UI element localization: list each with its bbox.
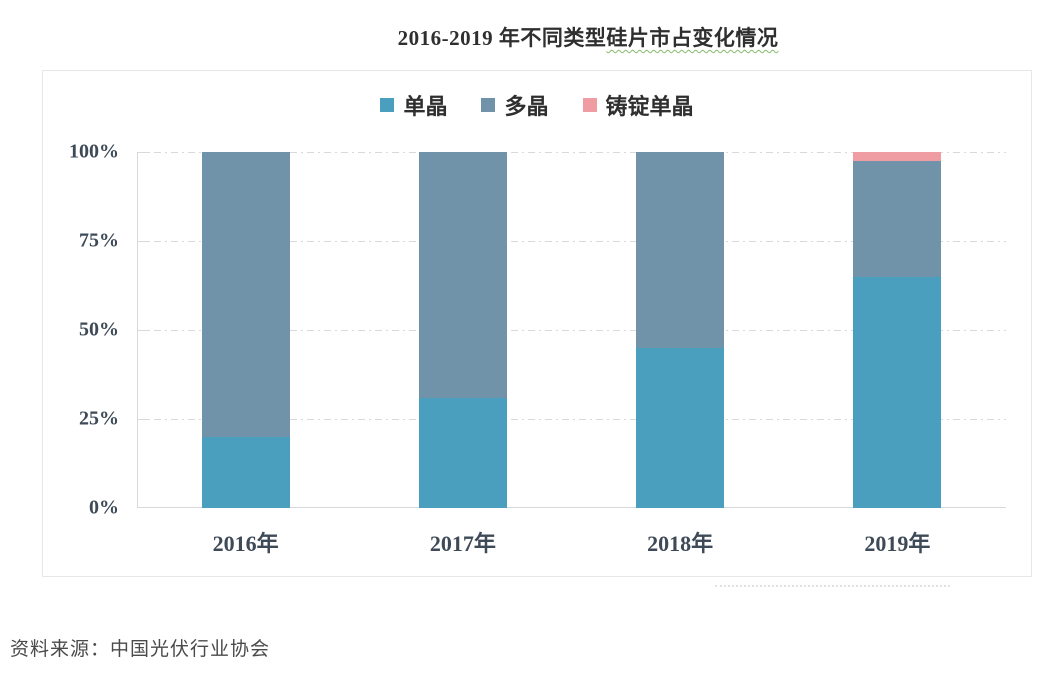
bar <box>636 152 725 508</box>
legend-swatch <box>380 98 395 112</box>
chart-panel: 单晶 多晶 铸锭单晶 0% 25% 50% 75% 100% 2016年 2017年 2018年… <box>42 70 1032 577</box>
plot-area <box>137 152 1006 508</box>
x-tick-label: 2018年 <box>647 531 714 556</box>
x-axis-line <box>137 507 1006 508</box>
chart-title-underlined-text: 硅片市占变化情况 <box>606 26 779 50</box>
bar-segment-多晶 <box>853 160 942 277</box>
y-tick-label: 0% <box>89 496 119 519</box>
bar-segment-单晶 <box>636 347 725 508</box>
bar <box>853 152 942 508</box>
y-tick-label: 25% <box>79 407 119 430</box>
gridline <box>137 241 1006 242</box>
legend-item: 铸锭单晶 <box>582 89 694 121</box>
bar-segment-多晶 <box>636 152 725 348</box>
bar-segment-多晶 <box>418 152 507 398</box>
spellcheck-squiggle-artifact <box>715 585 950 590</box>
bar <box>201 152 290 508</box>
legend-swatch <box>582 98 597 112</box>
bar <box>418 152 507 508</box>
legend-label: 铸锭单晶 <box>605 94 694 119</box>
y-tick-label: 100% <box>69 140 119 163</box>
bar-segment-单晶 <box>418 397 507 508</box>
chart-title-text: 2016-2019 年不同类型 <box>397 26 607 50</box>
bar-segment-单晶 <box>853 276 942 508</box>
gridline <box>137 152 1006 153</box>
legend-swatch <box>481 98 496 112</box>
y-tick-label: 75% <box>79 229 119 252</box>
x-tick-label: 2017年 <box>429 531 496 556</box>
legend-label: 单晶 <box>403 94 448 119</box>
x-tick-label: 2016年 <box>212 531 279 556</box>
gridline <box>137 330 1006 331</box>
bar-segment-单晶 <box>201 436 290 508</box>
chart-title: 2016-2019 年不同类型硅片市占变化情况 <box>0 22 1054 52</box>
legend-item: 多晶 <box>481 89 549 121</box>
y-tick-label: 50% <box>79 318 119 341</box>
bar-segment-多晶 <box>201 152 290 437</box>
x-tick-label: 2019年 <box>864 531 931 556</box>
legend-label: 多晶 <box>504 94 549 119</box>
legend: 单晶 多晶 铸锭单晶 <box>43 89 1031 121</box>
source-caption: 资料来源：中国光伏行业协会 <box>10 639 271 660</box>
gridline <box>137 419 1006 420</box>
legend-item: 单晶 <box>380 89 447 121</box>
bar-segment-铸锭单晶 <box>853 152 942 161</box>
